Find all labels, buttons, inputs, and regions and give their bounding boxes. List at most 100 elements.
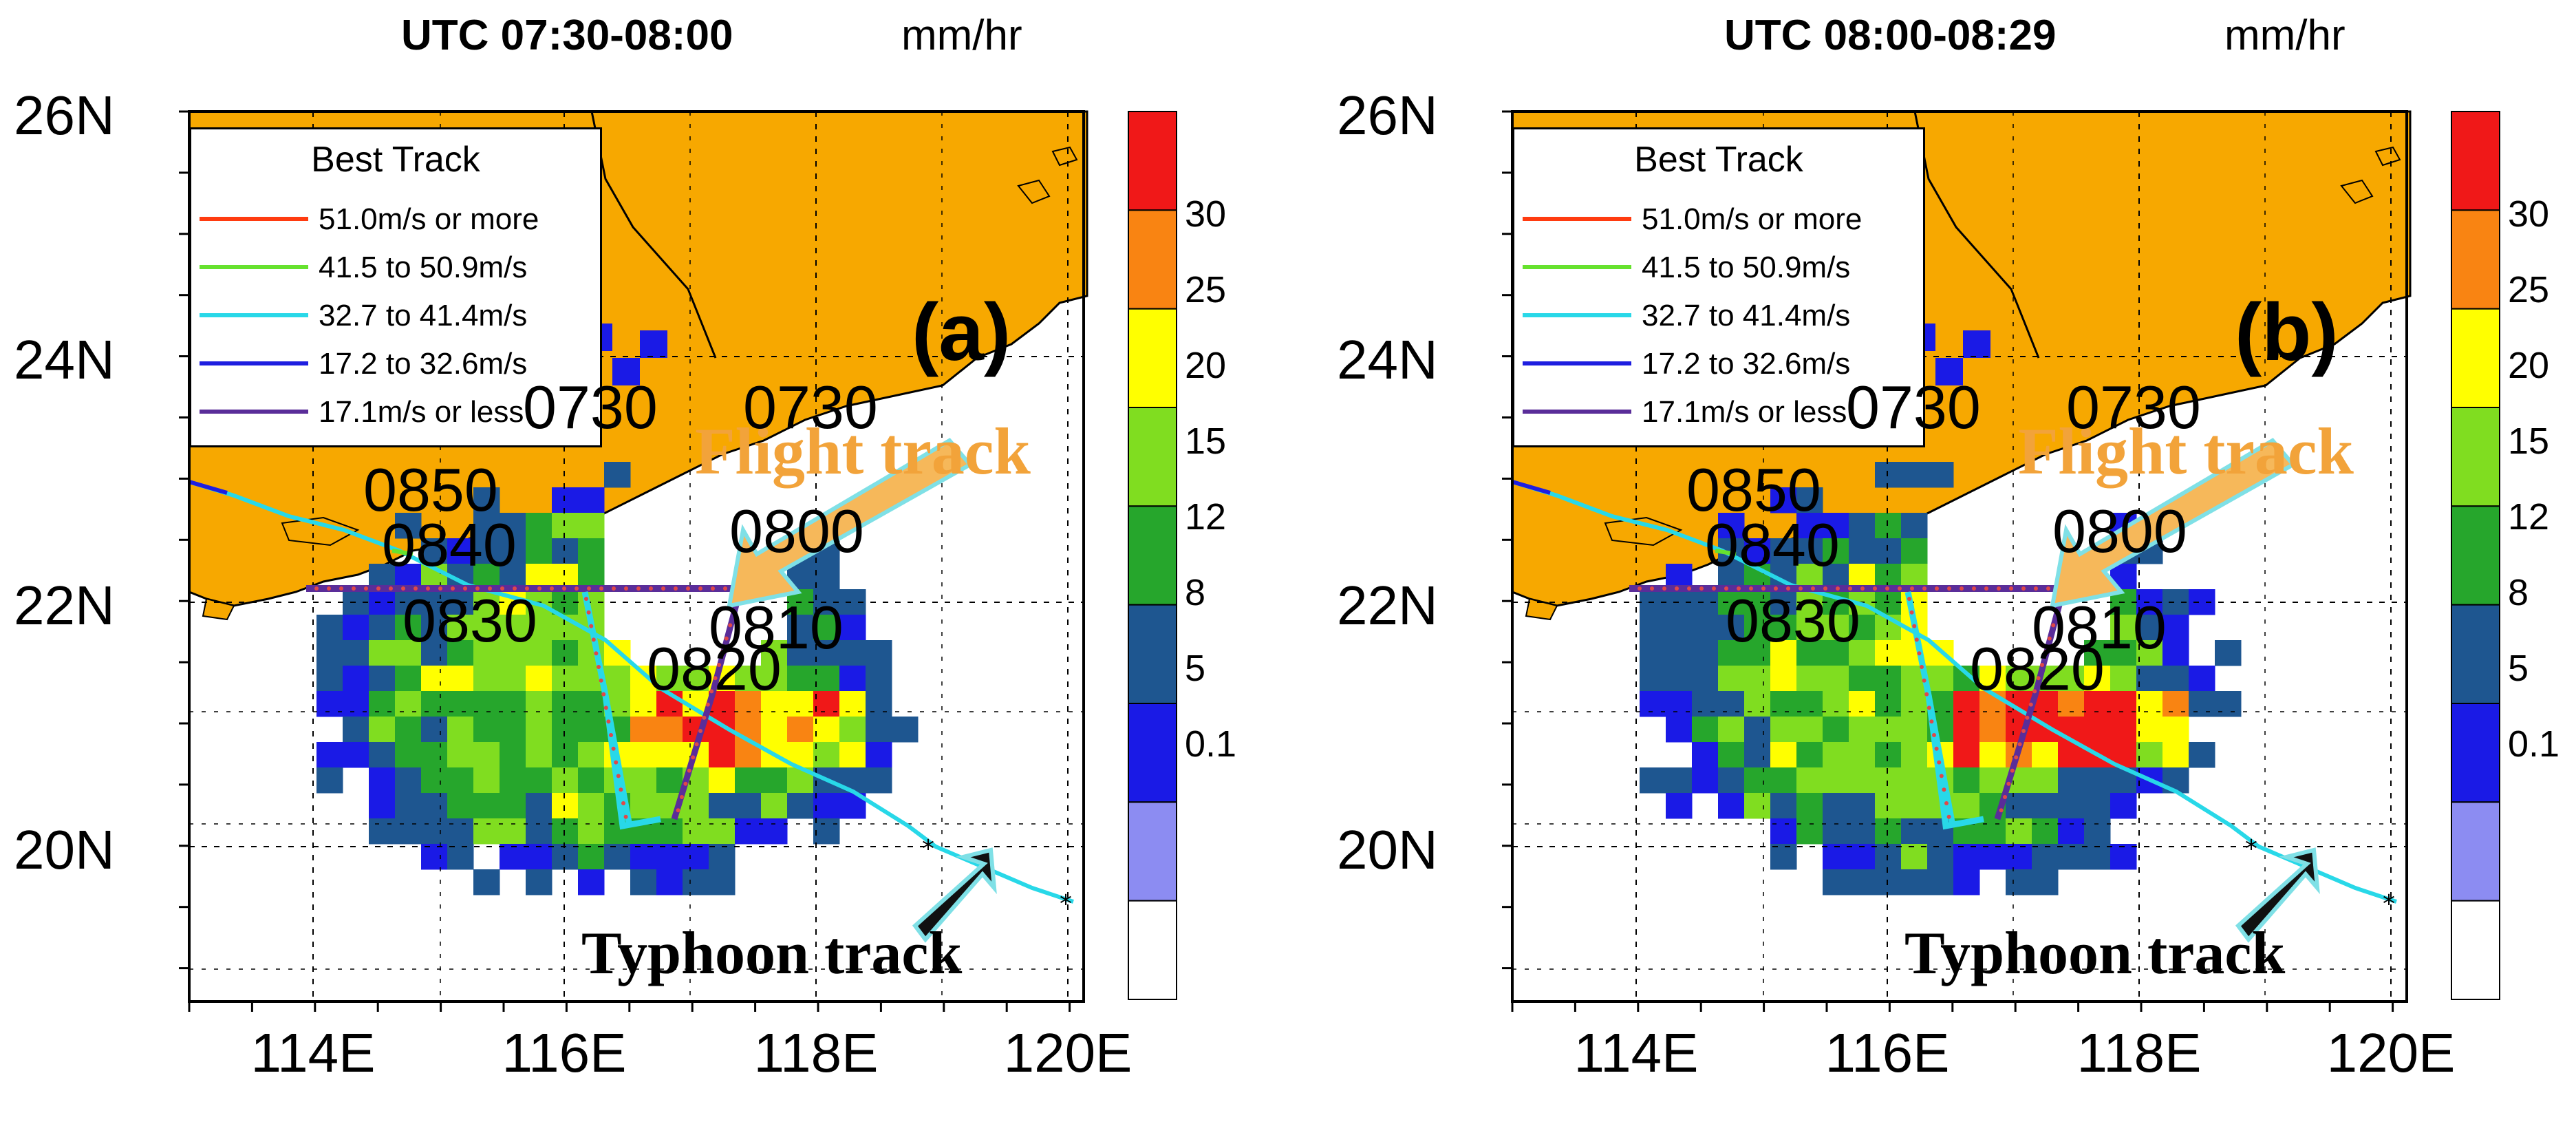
precip-cell [866, 742, 892, 768]
flight-point [389, 586, 393, 591]
legend-item-17: 17.2 to 32.6m/s [191, 343, 600, 384]
precip-cell [761, 640, 788, 666]
lon-label-118e: 118E [753, 1022, 879, 1083]
legend-swatch [1523, 361, 1631, 365]
precip-cell [395, 818, 422, 845]
flight-point [488, 586, 492, 591]
flight-point [616, 774, 621, 778]
panel-label-a: (a) [912, 287, 1011, 378]
precip-cell [2084, 767, 2111, 794]
precip-cell [1875, 818, 1902, 845]
flight-point [500, 586, 504, 591]
flight-point [1662, 586, 1666, 591]
track-time-0730-west: 0730 [523, 373, 658, 441]
legend-item-less: 17.1m/s or less [191, 391, 600, 432]
legend-swatch [1523, 410, 1631, 414]
precip-cell [578, 818, 605, 845]
flight-point [1917, 651, 1922, 656]
track-star-marker: * [1060, 890, 1072, 918]
precip-cell [709, 818, 736, 845]
flight-point [2010, 768, 2015, 773]
precip-cell [1979, 818, 2006, 845]
flight-point [1972, 586, 1976, 591]
island [202, 597, 235, 621]
flight-point [713, 676, 718, 681]
flight-point [426, 586, 430, 591]
legend-swatch [200, 217, 308, 221]
flight-point [614, 760, 619, 765]
precip-cell [866, 767, 892, 794]
precip-cell [473, 793, 500, 819]
precip-cell [1718, 742, 1745, 768]
flight-point [1675, 586, 1679, 591]
flight-point [1898, 586, 1902, 591]
flight-point [1922, 678, 1926, 683]
flight-point [603, 706, 608, 710]
precip-cell [2032, 844, 2059, 870]
precip-cell [1796, 615, 1823, 641]
precip-cell [683, 818, 709, 845]
flight-point [1937, 760, 1942, 765]
precip-cell [578, 767, 605, 794]
flight-point [1944, 801, 1949, 805]
flight-point [562, 586, 566, 591]
precip-cell [1796, 818, 1823, 845]
track-time-0820: 0820 [1970, 635, 2105, 703]
flight-point [591, 637, 596, 642]
lat-label-24n: 24N [1337, 329, 1438, 390]
precip-cell [343, 640, 369, 666]
colorbar-segment [1128, 703, 1177, 803]
precip-cell [421, 767, 448, 794]
precip-cell [421, 717, 448, 743]
flight-point [463, 586, 467, 591]
precip-cell [421, 844, 448, 870]
precip-cell [1953, 691, 1980, 717]
precip-cell [2032, 869, 2059, 895]
island [1017, 179, 1051, 204]
flight-point [2040, 663, 2044, 667]
precip-cell [2006, 793, 2032, 819]
colorbar-segment [2451, 703, 2500, 803]
precip-cell [1718, 717, 1745, 743]
flight-point [2009, 586, 2013, 591]
precip-cell [526, 538, 552, 564]
track-time-0730-east: 0730 [2066, 373, 2201, 441]
precip-cell [526, 818, 552, 845]
flight-point [589, 624, 594, 628]
precip-cell [1692, 742, 1719, 768]
precip-cell [656, 818, 683, 845]
precip-cell [1823, 767, 1849, 794]
flight-point [720, 649, 725, 654]
precip-cell [1692, 717, 1719, 743]
precip-cell [1796, 742, 1823, 768]
precip-cell [2162, 615, 2189, 641]
precip-cell [578, 487, 605, 513]
flight-point [1650, 586, 1654, 591]
flight-point [1939, 774, 1944, 778]
precip-cell [1849, 717, 1876, 743]
colorbar-label-0-1: 0.1 [2508, 723, 2560, 765]
legend-label: 51.0m/s or more [319, 202, 539, 236]
lon-label-114e: 114E [250, 1022, 376, 1083]
precip-cell [473, 513, 500, 539]
precip-cell [1875, 538, 1902, 564]
island [2374, 146, 2401, 167]
flight-point [327, 586, 331, 591]
precip-cell [761, 818, 788, 845]
flight-point [1823, 586, 1827, 591]
flight-point [451, 586, 455, 591]
colorbar-label-15: 15 [1185, 421, 1227, 462]
colorbar-segment [2451, 900, 2500, 1000]
precip-cell [1823, 793, 1849, 819]
colorbar-label-25: 25 [2508, 269, 2550, 310]
precip-cell [1823, 513, 1849, 539]
precip-cell [1963, 330, 1990, 358]
flight-point [1934, 746, 1939, 751]
track-time-0830: 0830 [402, 586, 537, 655]
precip-cell [1718, 793, 1745, 819]
precip-cell [1979, 767, 2006, 794]
precip-cell [1849, 691, 1876, 717]
colorbar-segment [1128, 407, 1177, 507]
island [1051, 146, 1078, 167]
legend-label: 17.1m/s or less [1642, 395, 1847, 429]
